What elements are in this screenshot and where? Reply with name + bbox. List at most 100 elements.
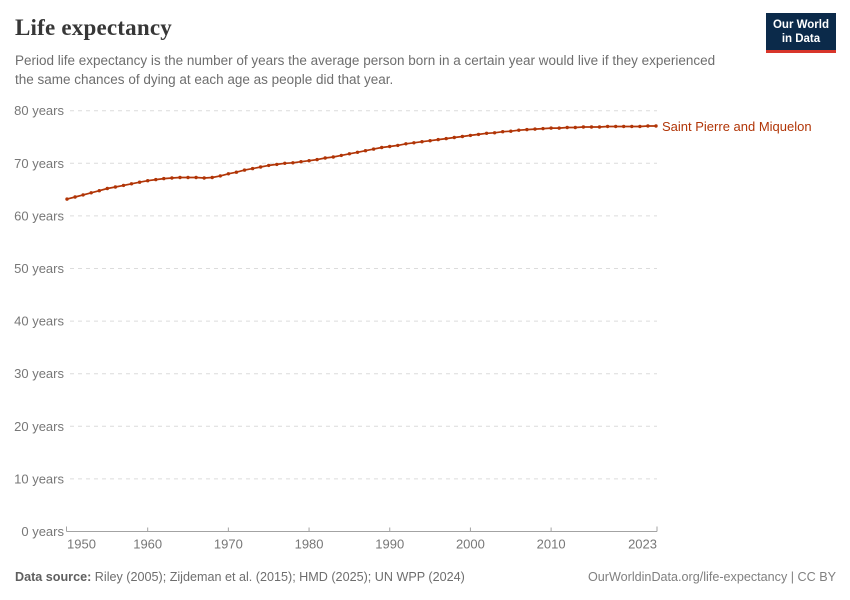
- y-tick-label: 30 years: [14, 366, 64, 381]
- owid-logo-line-2: in Data: [781, 33, 821, 45]
- owid-logo[interactable]: Our World in Data: [765, 13, 836, 53]
- series-point[interactable]: [412, 141, 416, 145]
- y-tick-label: 0 years: [21, 524, 64, 539]
- series-point[interactable]: [468, 133, 473, 138]
- series-point[interactable]: [460, 134, 465, 139]
- series-point[interactable]: [436, 137, 440, 142]
- series-point[interactable]: [218, 174, 222, 178]
- series-point[interactable]: [113, 185, 118, 189]
- series-point[interactable]: [137, 180, 142, 184]
- series-point[interactable]: [146, 179, 150, 183]
- y-tick-label: 50 years: [14, 261, 64, 276]
- series-point[interactable]: [89, 191, 93, 195]
- y-tick-label: 20 years: [14, 419, 64, 434]
- series-point[interactable]: [396, 143, 400, 148]
- series-point[interactable]: [501, 130, 505, 134]
- data-source-note[interactable]: Data source: Riley (2005); Zijdeman et a…: [15, 570, 465, 584]
- series-point[interactable]: [509, 129, 513, 133]
- series-point[interactable]: [452, 135, 456, 140]
- series-point[interactable]: [597, 125, 602, 129]
- series-point[interactable]: [81, 193, 85, 197]
- series-point[interactable]: [388, 144, 392, 149]
- data-source-text: Riley (2005); Zijdeman et al. (2015); HM…: [91, 570, 465, 584]
- y-tick-label: 60 years: [14, 208, 64, 223]
- series-point[interactable]: [573, 125, 577, 130]
- series-line[interactable]: [66, 125, 657, 200]
- footer-credit-link[interactable]: OurWorldinData.org/life-expectancy | CC …: [587, 570, 836, 584]
- series-point[interactable]: [420, 140, 424, 144]
- series-point[interactable]: [605, 124, 610, 129]
- chart-subtitle: Period life expectancy is the number of …: [15, 53, 716, 87]
- series-point[interactable]: [492, 131, 497, 135]
- series-point[interactable]: [307, 159, 311, 163]
- series-point[interactable]: [105, 186, 110, 191]
- series-point[interactable]: [170, 176, 174, 180]
- series-point[interactable]: [154, 177, 158, 182]
- series-point[interactable]: [315, 157, 319, 162]
- series-point[interactable]: [355, 150, 360, 154]
- series-point[interactable]: [339, 153, 343, 158]
- series-point[interactable]: [65, 197, 69, 201]
- series-point[interactable]: [250, 166, 255, 171]
- series-point[interactable]: [291, 161, 295, 165]
- y-tick-label: 70 years: [14, 156, 64, 171]
- series-point[interactable]: [622, 124, 626, 129]
- series-point[interactable]: [299, 160, 303, 164]
- series-point[interactable]: [549, 126, 553, 130]
- series-point[interactable]: [267, 163, 271, 168]
- x-tick-label: 1970: [214, 537, 243, 552]
- series-point[interactable]: [121, 183, 126, 188]
- series-point[interactable]: [444, 136, 448, 141]
- series-point[interactable]: [638, 124, 642, 129]
- series-point[interactable]: [275, 162, 279, 167]
- series-point[interactable]: [258, 165, 263, 169]
- series-point[interactable]: [202, 176, 206, 180]
- series-point[interactable]: [484, 131, 489, 135]
- x-tick-label: 1980: [295, 537, 324, 552]
- series-point[interactable]: [73, 195, 77, 199]
- series-point[interactable]: [178, 175, 182, 180]
- series-point[interactable]: [331, 155, 335, 159]
- series-point[interactable]: [654, 124, 658, 128]
- series-point[interactable]: [630, 124, 634, 129]
- owid-logo-line-1: Our World: [772, 19, 829, 31]
- series-entity-label[interactable]: Saint Pierre and Miquelon: [662, 119, 812, 134]
- x-tick-label: 2000: [456, 537, 485, 552]
- series-point[interactable]: [371, 147, 376, 151]
- series-point[interactable]: [646, 124, 650, 128]
- series-point[interactable]: [541, 126, 545, 131]
- series-point[interactable]: [186, 175, 190, 180]
- series-point[interactable]: [210, 175, 214, 180]
- series-point[interactable]: [283, 161, 287, 165]
- series-point[interactable]: [242, 168, 247, 172]
- series-point[interactable]: [226, 172, 231, 176]
- y-tick-label: 80 years: [14, 103, 64, 118]
- series-point[interactable]: [589, 125, 594, 129]
- series-point[interactable]: [476, 132, 481, 137]
- series-point[interactable]: [323, 156, 327, 160]
- series-point[interactable]: [380, 145, 384, 150]
- series-point[interactable]: [614, 124, 618, 129]
- series-point[interactable]: [347, 152, 352, 156]
- chart-footer: Data source: Riley (2005); Zijdeman et a…: [15, 570, 836, 584]
- series-point[interactable]: [557, 126, 561, 130]
- y-tick-label: 10 years: [14, 471, 64, 486]
- series-point[interactable]: [404, 142, 408, 146]
- series-point[interactable]: [565, 125, 569, 130]
- series-point[interactable]: [97, 189, 102, 193]
- series-point[interactable]: [194, 175, 198, 180]
- series-point[interactable]: [129, 182, 134, 186]
- series-point[interactable]: [363, 149, 368, 153]
- series-point[interactable]: [162, 176, 166, 181]
- series-point[interactable]: [517, 128, 521, 132]
- series-point[interactable]: [525, 127, 529, 132]
- x-tick-label: 1990: [375, 537, 404, 552]
- x-tick-label: 1960: [133, 537, 162, 552]
- series-point[interactable]: [234, 170, 239, 174]
- series-point[interactable]: [533, 127, 537, 131]
- x-tick-label: 2010: [537, 537, 566, 552]
- series-point[interactable]: [428, 139, 432, 143]
- series-point[interactable]: [581, 125, 586, 129]
